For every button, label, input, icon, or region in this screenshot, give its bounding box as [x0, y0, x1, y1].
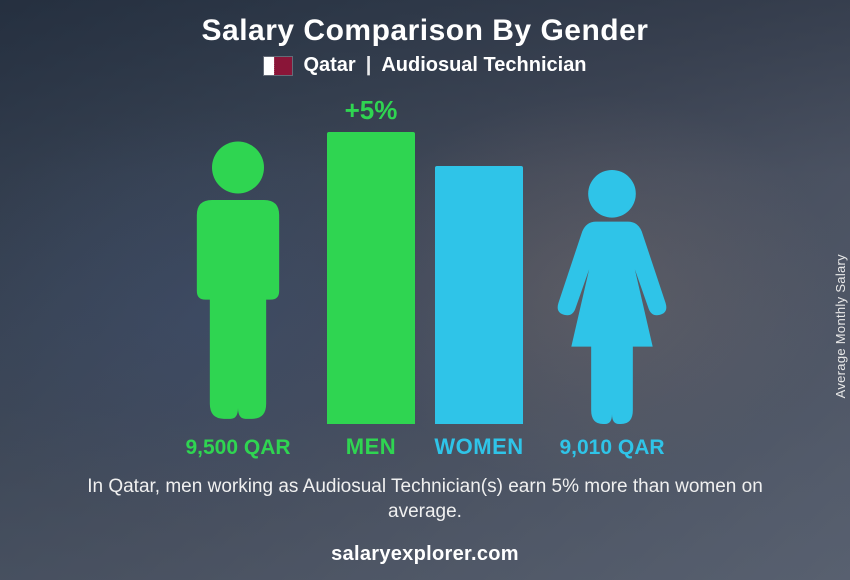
- role-label: Audiosual Technician: [381, 54, 586, 77]
- women-bar-col: [434, 166, 524, 424]
- women-icon-col: [542, 166, 682, 424]
- subtitle-divider: |: [366, 54, 372, 77]
- man-icon: [173, 132, 303, 424]
- diff-label: +5%: [345, 95, 398, 126]
- summary-text: In Qatar, men working as Audiosual Techn…: [55, 474, 795, 525]
- subtitle-row: Qatar | Audiosual Technician: [263, 54, 586, 77]
- women-label: WOMEN: [434, 434, 524, 460]
- footer-source: salaryexplorer.com: [331, 543, 519, 566]
- men-bar-col: +5%: [326, 95, 416, 424]
- chart-area: Average Monthly Salary +5%: [0, 85, 850, 424]
- men-label: MEN: [326, 434, 416, 460]
- women-bar: [435, 166, 523, 424]
- country-label: Qatar: [303, 54, 355, 77]
- men-icon-col: [168, 132, 308, 424]
- qatar-flag-icon: [263, 56, 293, 76]
- men-bar: [327, 132, 415, 424]
- y-axis-label: Average Monthly Salary: [833, 254, 848, 398]
- women-value: 9,010 QAR: [542, 436, 682, 460]
- page-title: Salary Comparison By Gender: [202, 14, 649, 48]
- labels-row: 9,500 QAR MEN WOMEN 9,010 QAR: [0, 434, 850, 460]
- infographic-container: Salary Comparison By Gender Qatar | Audi…: [0, 0, 850, 580]
- woman-icon: [547, 166, 677, 424]
- men-value: 9,500 QAR: [168, 436, 308, 460]
